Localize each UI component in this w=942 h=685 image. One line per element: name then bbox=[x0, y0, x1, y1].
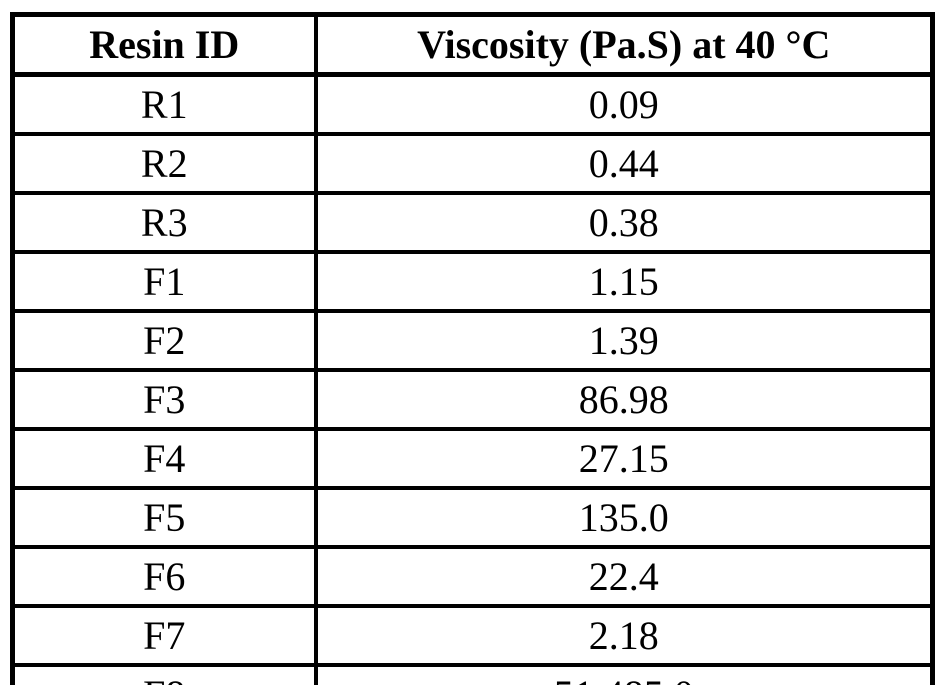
table-row: F4 27.15 bbox=[10, 427, 935, 490]
resin-viscosity-table: Resin ID Viscosity (Pa.S) at 40 °C R1 0.… bbox=[10, 12, 935, 685]
header-viscosity: Viscosity (Pa.S) at 40 °C bbox=[313, 12, 935, 77]
table-row: R2 0.44 bbox=[10, 132, 935, 195]
resin-id-cell: R2 bbox=[10, 132, 318, 195]
table-row: F7 2.18 bbox=[10, 604, 935, 667]
header-resin-id: Resin ID bbox=[10, 12, 318, 77]
viscosity-cell: 0.09 bbox=[313, 72, 935, 136]
viscosity-cell: 1.39 bbox=[313, 309, 935, 372]
resin-id-cell: F1 bbox=[10, 250, 318, 313]
resin-id-cell: F5 bbox=[10, 486, 318, 549]
table-row: F8 51,485.0 bbox=[10, 663, 935, 685]
table-row: R1 0.09 bbox=[10, 72, 935, 136]
table-row: F3 86.98 bbox=[10, 368, 935, 431]
resin-id-cell: R1 bbox=[10, 72, 318, 136]
resin-id-cell: F6 bbox=[10, 545, 318, 608]
resin-id-cell: F7 bbox=[10, 604, 318, 667]
viscosity-cell: 86.98 bbox=[313, 368, 935, 431]
viscosity-cell: 135.0 bbox=[313, 486, 935, 549]
header-row: Resin ID Viscosity (Pa.S) at 40 °C bbox=[10, 12, 935, 77]
table-row: R3 0.38 bbox=[10, 191, 935, 254]
resin-id-cell: R3 bbox=[10, 191, 318, 254]
viscosity-cell: 51,485.0 bbox=[313, 663, 935, 685]
viscosity-cell: 1.15 bbox=[313, 250, 935, 313]
table-row: F1 1.15 bbox=[10, 250, 935, 313]
resin-id-cell: F8 bbox=[10, 663, 318, 685]
table-row: F5 135.0 bbox=[10, 486, 935, 549]
resin-id-cell: F3 bbox=[10, 368, 318, 431]
viscosity-cell: 27.15 bbox=[313, 427, 935, 490]
resin-id-cell: F2 bbox=[10, 309, 318, 372]
table-row: F2 1.39 bbox=[10, 309, 935, 372]
viscosity-cell: 0.44 bbox=[313, 132, 935, 195]
viscosity-cell: 0.38 bbox=[313, 191, 935, 254]
viscosity-cell: 22.4 bbox=[313, 545, 935, 608]
table-row: F6 22.4 bbox=[10, 545, 935, 608]
resin-id-cell: F4 bbox=[10, 427, 318, 490]
viscosity-cell: 2.18 bbox=[313, 604, 935, 667]
